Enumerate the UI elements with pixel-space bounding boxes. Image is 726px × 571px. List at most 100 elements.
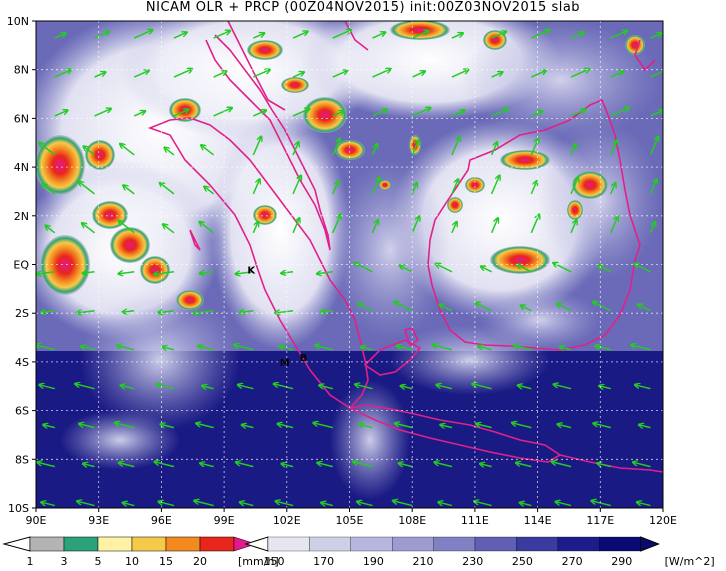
legend-olr-swatch <box>350 536 393 552</box>
lesser-sunda-coast <box>559 454 663 473</box>
wind-arrow <box>401 386 413 389</box>
legend-olr-swatch <box>433 536 476 552</box>
legend-olr-unit: [W/m^2] <box>665 555 715 568</box>
wind-arrow <box>123 503 135 506</box>
wind-arrow <box>591 501 611 507</box>
wind-arrow <box>635 385 651 390</box>
wind-arrow <box>79 182 95 195</box>
wind-arrow <box>638 305 651 312</box>
wind-arrow <box>400 266 413 273</box>
wind-arrow <box>359 424 373 427</box>
sumatra-coast <box>147 117 369 410</box>
wind-arrow <box>451 33 463 39</box>
wind-arrow <box>154 272 175 274</box>
wind-arrow <box>198 346 214 351</box>
station-k: K <box>247 265 256 276</box>
legend-prcp-label: 15 <box>159 555 173 568</box>
wind-arrow <box>292 218 299 234</box>
wind-arrow <box>83 146 95 156</box>
wind-arrow <box>94 32 110 39</box>
wind-arrow <box>557 424 572 427</box>
wind-arrow <box>278 424 294 429</box>
wind-arrow <box>158 311 175 313</box>
wind-arrow <box>610 71 624 78</box>
wind-arrow <box>440 425 453 428</box>
wind-arrow <box>242 425 254 428</box>
wind-arrow <box>451 70 468 78</box>
wind-arrow <box>554 384 572 390</box>
wind-arrow <box>649 222 655 234</box>
lat-tick-label: 8S <box>15 453 29 466</box>
wind-arrow <box>54 70 71 78</box>
wind-arrow <box>451 179 458 195</box>
wind-arrow <box>436 264 453 273</box>
legend-prcp-label: 20 <box>193 555 207 568</box>
wind-arrow <box>83 272 95 273</box>
wind-arrow <box>439 305 453 312</box>
wind-arrow <box>411 183 417 195</box>
wind-arrow <box>253 110 266 117</box>
wind-arrow <box>156 384 175 390</box>
wind-arrow <box>213 108 232 117</box>
wind-arrow <box>490 142 498 156</box>
wind-arrow <box>75 384 95 390</box>
wind-arrow <box>235 272 254 274</box>
wind-arrow <box>490 176 500 195</box>
wind-arrow <box>556 502 572 507</box>
legend-prcp-swatch <box>165 536 201 552</box>
wind-arrow <box>120 144 135 156</box>
lon-tick-label: 93E <box>88 514 109 527</box>
wind-arrow <box>610 183 616 195</box>
wind-arrow <box>411 71 425 78</box>
wind-arrow <box>39 385 55 390</box>
wind-arrow <box>201 145 215 156</box>
java-coast <box>347 404 562 463</box>
wind-arrow <box>252 137 261 156</box>
wind-arrow <box>133 30 152 39</box>
wind-arrow <box>411 140 418 156</box>
wind-arrow <box>292 142 299 156</box>
wind-arrow <box>476 303 492 312</box>
wind-arrow <box>234 345 254 351</box>
wind-arrow <box>570 109 586 117</box>
station-m: M <box>280 358 290 369</box>
wind-arrow <box>79 424 95 429</box>
wind-arrow <box>411 31 428 39</box>
wind-arrow <box>202 386 214 389</box>
wind-arrow <box>83 464 95 467</box>
wind-arrow <box>200 272 214 274</box>
wind-arrow <box>610 31 627 39</box>
legend-prcp-label: 10 <box>125 555 139 568</box>
wind-arrow <box>491 32 507 39</box>
wind-vectors <box>36 30 663 507</box>
wind-arrow <box>411 108 430 117</box>
wind-arrow <box>570 69 589 78</box>
lat-tick-label: 2S <box>15 307 29 320</box>
lat-tick-label: 8N <box>14 64 29 77</box>
wind-arrow <box>531 71 546 78</box>
wind-arrow <box>371 177 379 195</box>
wind-arrow <box>353 462 373 468</box>
wind-arrow <box>481 266 492 273</box>
legend-olr-label: 290 <box>611 555 632 568</box>
wind-arrow <box>164 148 175 156</box>
wind-arrow <box>650 70 663 78</box>
wind-arrow <box>292 72 304 78</box>
wind-arrow <box>253 33 264 39</box>
wind-arrow <box>521 305 532 312</box>
wind-arrow <box>451 222 457 234</box>
wind-arrow <box>292 109 309 117</box>
wind-arrow <box>570 32 584 39</box>
station-markers: K M B <box>247 265 307 369</box>
wind-arrow <box>516 463 532 468</box>
legend-prcp-label: 5 <box>95 555 102 568</box>
wind-arrow <box>394 302 413 312</box>
wind-arrow <box>472 384 492 390</box>
wind-arrow <box>118 221 135 234</box>
legend-olr-label: 190 <box>363 555 384 568</box>
wind-arrow <box>355 384 373 390</box>
wind-arrow <box>593 302 612 312</box>
wind-arrow <box>321 311 333 312</box>
wind-arrow <box>279 346 294 351</box>
